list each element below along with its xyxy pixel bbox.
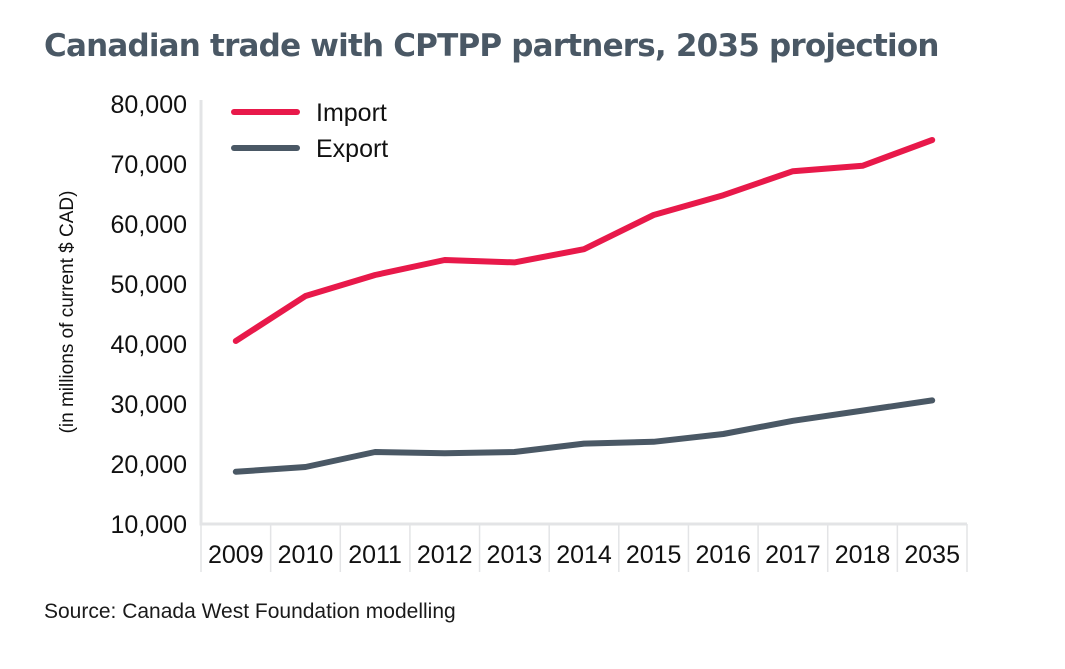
series-line-export <box>232 397 936 475</box>
legend-label-export: Export <box>316 135 388 163</box>
y-tick-label: 70,000 <box>111 151 187 179</box>
x-tick-label: 2015 <box>626 541 682 569</box>
y-tick-label: 20,000 <box>111 451 187 479</box>
source-note: Source: Canada West Foundation modelling <box>44 600 456 623</box>
x-axis-ticks: 2009 2010 2011 2012 2013 2014 2015 2016 2017 2018… <box>208 541 960 569</box>
chart-title: Canadian trade with CPTPP partners, 2035… <box>44 28 939 64</box>
y-tick-label: 40,000 <box>111 331 187 359</box>
x-tick-label: 2018 <box>835 541 891 569</box>
y-axis-ticks: 80,000 70,000 60,000 50,000 40,000 30,000 20,0… <box>111 91 187 539</box>
x-tick-label: 2009 <box>208 541 264 569</box>
series-line-import <box>232 137 936 344</box>
x-tick-label: 2017 <box>765 541 821 569</box>
y-tick-label: 80,000 <box>111 91 187 119</box>
y-tick-label: 50,000 <box>111 271 187 299</box>
y-tick-label: 60,000 <box>111 211 187 239</box>
legend: Import Export <box>231 99 388 163</box>
x-tick-label: 2013 <box>487 541 543 569</box>
y-axis-label: (in millions of current $ CAD) <box>57 191 78 434</box>
legend-label-import: Import <box>316 99 387 127</box>
series-lines <box>232 137 936 475</box>
x-tick-label: 2011 <box>348 541 402 569</box>
x-tick-label: 2016 <box>695 541 751 569</box>
x-tick-label: 2035 <box>904 541 960 569</box>
axes <box>199 100 968 572</box>
x-tick-label: 2010 <box>278 541 334 569</box>
y-tick-label: 10,000 <box>111 511 187 539</box>
y-tick-label: 30,000 <box>111 391 187 419</box>
x-tick-label: 2014 <box>556 541 612 569</box>
x-tick-label: 2012 <box>417 541 473 569</box>
